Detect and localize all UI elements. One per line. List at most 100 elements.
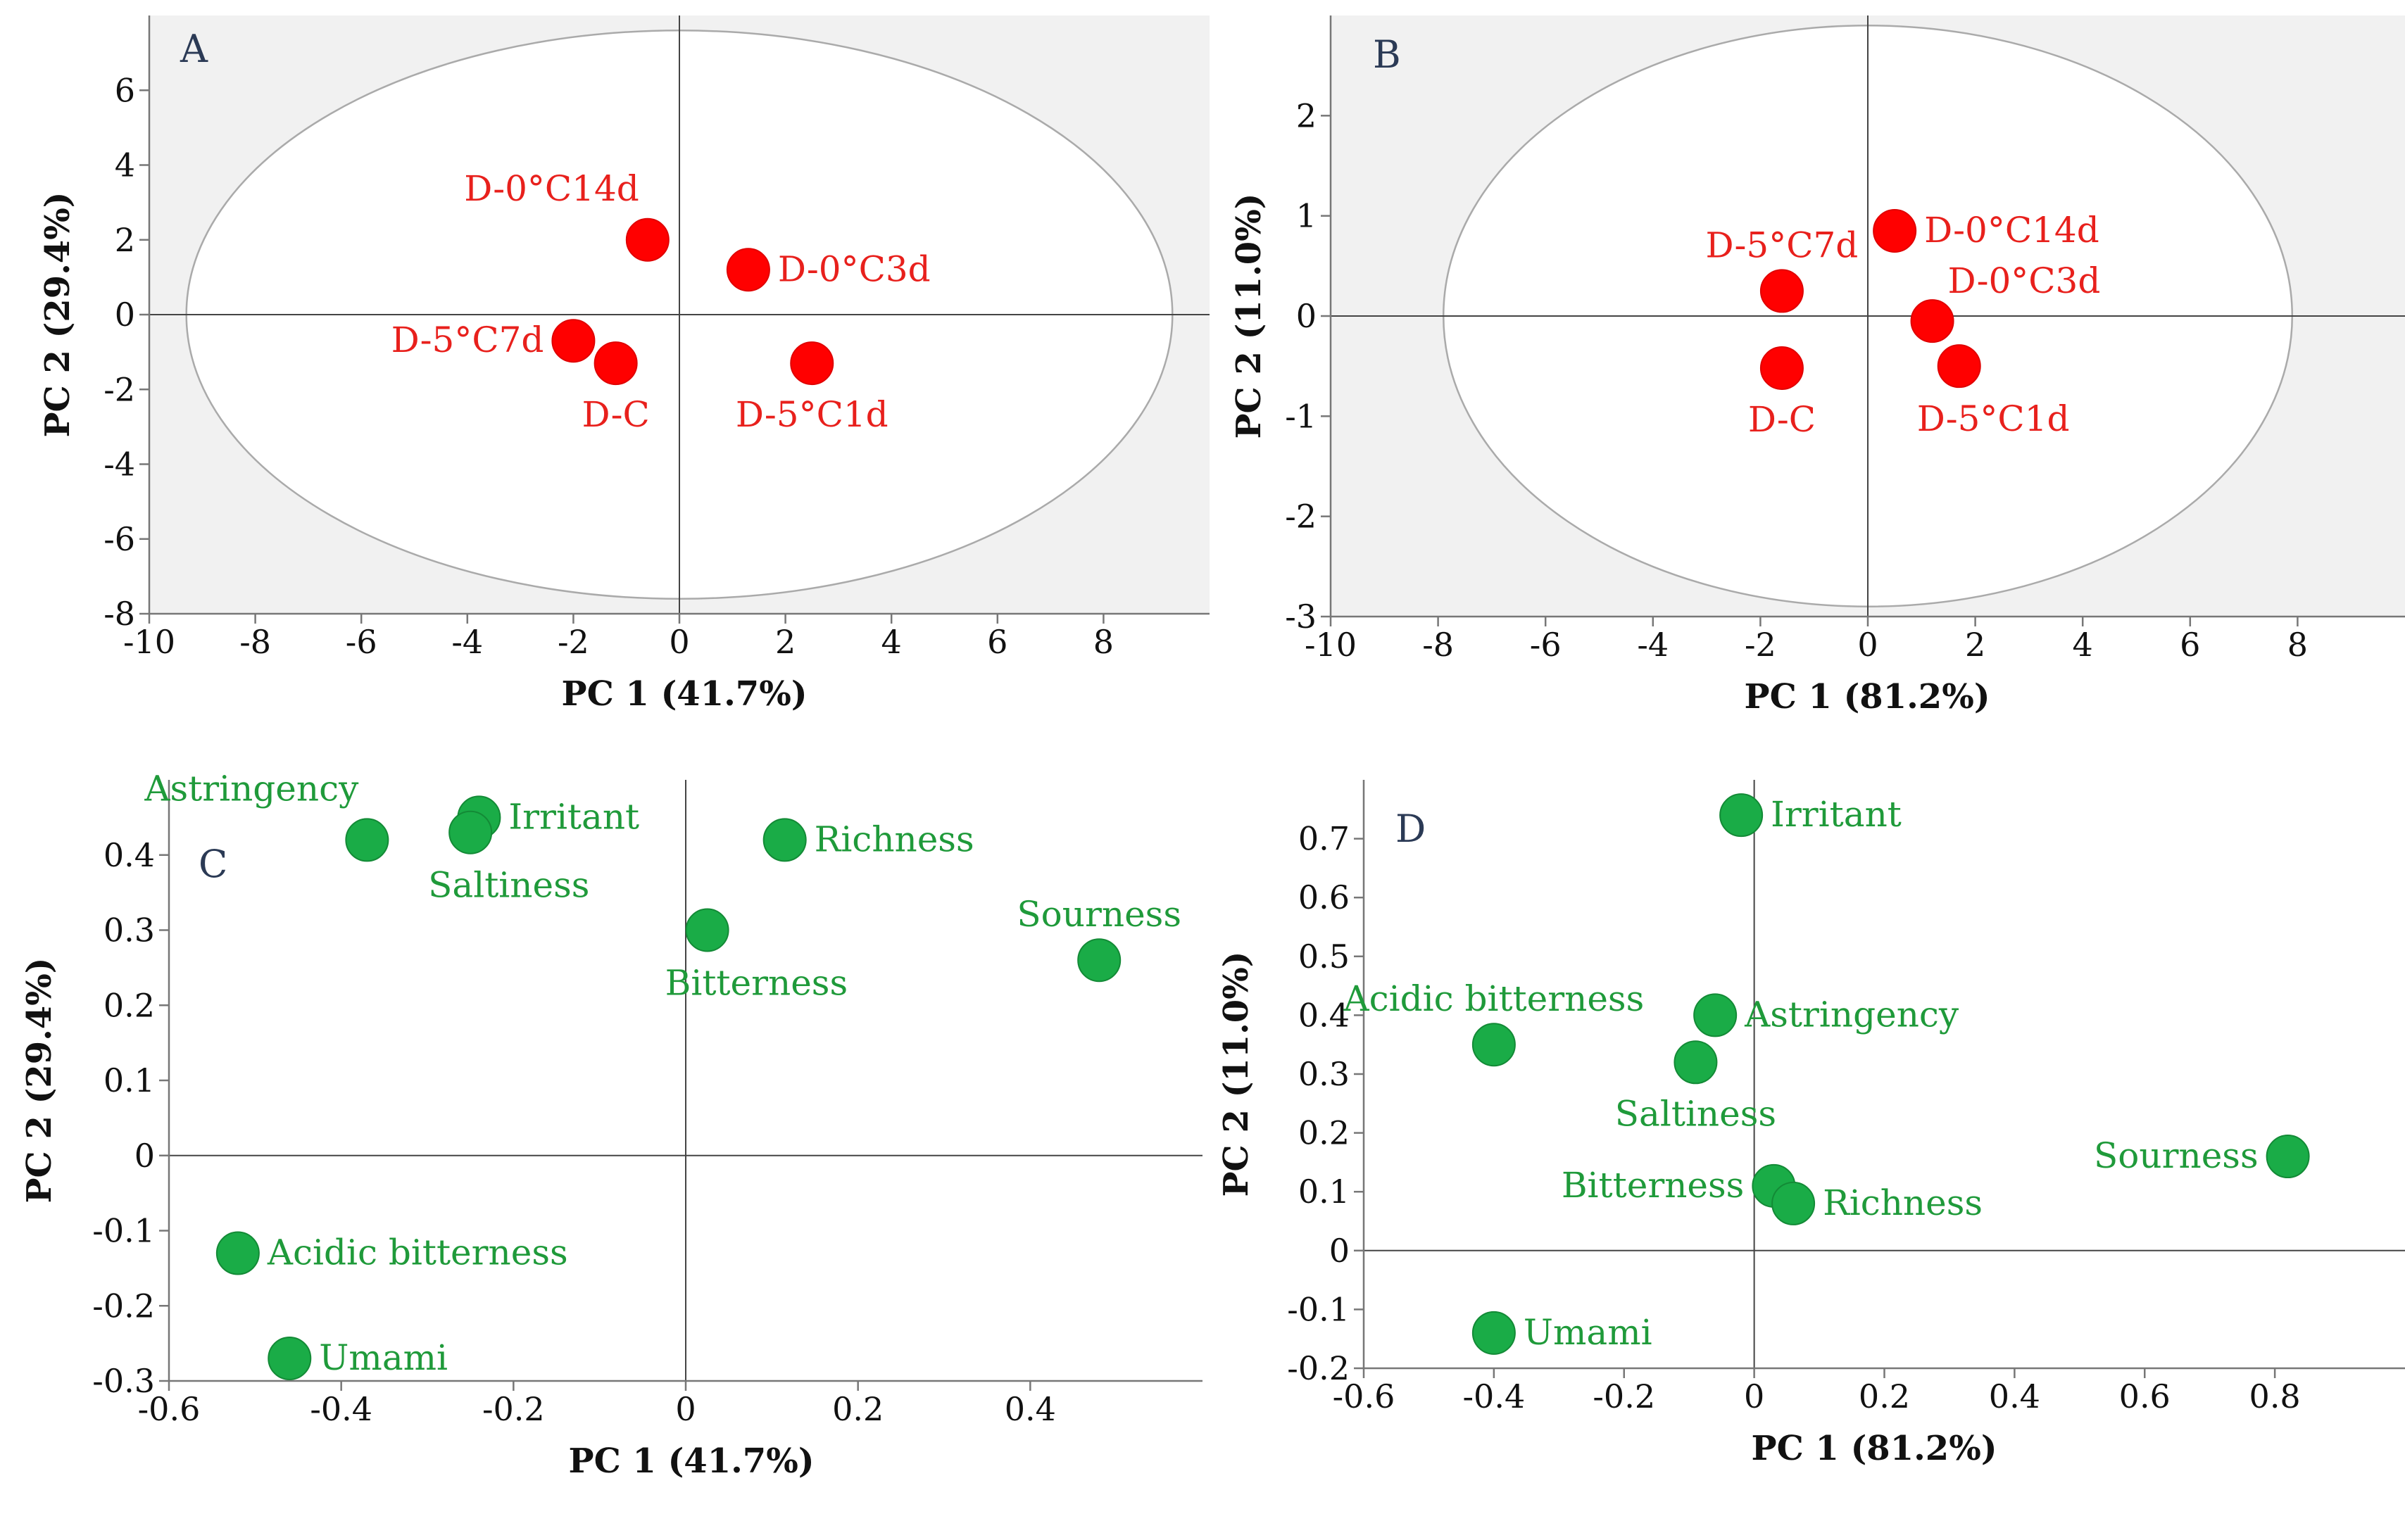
data-point-sourness[interactable] (1077, 938, 1122, 983)
x-tick-label: -8 (1422, 626, 1454, 664)
point-label: D-C (1748, 399, 1816, 440)
data-point-d-0-c3d[interactable] (726, 248, 770, 292)
point-label: Saltiness (1615, 1093, 1776, 1134)
data-point-saltiness[interactable] (1674, 1040, 1718, 1085)
point-label: D-5°C1d (1917, 398, 2070, 439)
y-tick-label: 0.4 (103, 836, 155, 874)
point-label: Umami (319, 1337, 448, 1378)
data-point-astringency[interactable] (345, 818, 389, 862)
x-tick-label: -10 (123, 623, 175, 661)
y-tick-label: 0 (115, 296, 135, 334)
y-tick-label: 6 (115, 71, 135, 109)
x-tick-label: 0.4 (1005, 1390, 1056, 1428)
x-axis-label: PC 1 (81.2%) (1751, 1429, 1997, 1468)
y-axis-label: PC 2 (11.0%) (1229, 193, 1269, 438)
panel-letter: C (199, 842, 227, 886)
y-tick-label: -2 (1285, 498, 1317, 536)
point-label: Sourness (2094, 1135, 2259, 1176)
data-point-d-0-c3d[interactable] (1910, 299, 1954, 343)
data-point-d-0-c14d[interactable] (1873, 209, 1917, 253)
data-point-d-5-c7d[interactable] (551, 319, 596, 363)
point-label: D-C (582, 394, 650, 435)
panel-c: -0.6 -0.4 -0.2 0 0.2 0.4 -0.3 -0.2 -0.1 0 0.1 0.2 0.… (20, 768, 1202, 1481)
data-point-irritant[interactable] (1719, 793, 1764, 838)
y-tick-label: -6 (103, 520, 135, 558)
x-tick-label: 0.6 (2119, 1377, 2171, 1415)
point-label: Acidic bitterness (1343, 978, 1644, 1019)
y-tick-label: -3 (1285, 598, 1317, 636)
x-tick-label: -8 (239, 623, 271, 661)
y-tick-label: 0.4 (1298, 996, 1350, 1034)
point-label: Richness (815, 819, 974, 859)
x-tick-label: -0.6 (138, 1390, 201, 1428)
y-tick-label: -1 (1285, 397, 1317, 435)
point-label: Umami (1524, 1312, 1652, 1353)
data-point-d-0-c14d[interactable] (625, 217, 670, 262)
y-tick-label: 0.5 (1298, 938, 1350, 976)
data-point-d-5-c1d[interactable] (790, 341, 834, 386)
y-tick-label: -4 (103, 446, 135, 484)
data-point-d-c[interactable] (594, 341, 638, 386)
x-axis-label: PC 1 (41.7%) (568, 1441, 814, 1481)
y-tick-label: 0.2 (103, 986, 155, 1024)
x-tick-label: -6 (346, 623, 377, 661)
point-label: D-5°C7d (391, 320, 544, 360)
point-label: Irritant (508, 796, 639, 837)
x-tick-label: 2 (1965, 626, 1985, 664)
y-tick-label: -0.2 (92, 1287, 155, 1325)
y-axis-label: PC 2 (11.0%) (1217, 951, 1256, 1197)
point-label: Saltiness (428, 865, 589, 906)
y-tick-label: 0 (1296, 297, 1317, 335)
data-point-d-5-c7d[interactable] (1759, 269, 1804, 313)
x-tick-label: -0.4 (310, 1390, 372, 1428)
data-point-bitterness[interactable] (685, 908, 729, 952)
x-axis-label: PC 1 (81.2%) (1744, 677, 1990, 717)
point-label: Irritant (1771, 794, 1902, 835)
x-tick-label: 0 (1744, 1377, 1764, 1415)
y-tick-label: 0.3 (1298, 1055, 1350, 1093)
x-tick-label: 0 (1857, 626, 1878, 664)
y-tick-label: 0.2 (1298, 1114, 1350, 1152)
point-label: Bitterness (665, 963, 848, 1004)
y-tick-label: -0.1 (1287, 1290, 1350, 1328)
data-point-richness[interactable] (762, 818, 807, 862)
data-point-d-c[interactable] (1759, 346, 1804, 391)
y-tick-label: 0.6 (1298, 878, 1350, 916)
y-axis-label: PC 2 (29.4%) (20, 957, 59, 1203)
point-label: D-5°C1d (736, 394, 888, 435)
y-tick-label: 1 (1296, 197, 1317, 235)
x-tick-label: -0.6 (1333, 1377, 1395, 1415)
y-tick-label: 0 (1329, 1232, 1350, 1270)
data-point-sourness[interactable] (2266, 1135, 2310, 1179)
data-point-richness[interactable] (1771, 1181, 1816, 1225)
x-tick-label: 0.8 (2249, 1377, 2301, 1415)
y-tick-label: 0.1 (103, 1061, 155, 1099)
y-tick-label: -0.2 (1287, 1349, 1350, 1387)
x-tick-label: 8 (1093, 623, 1114, 661)
data-point-acidic-bitterness[interactable] (215, 1231, 260, 1275)
x-tick-label: 6 (987, 623, 1007, 661)
x-tick-label: 0 (675, 1390, 696, 1428)
data-point-umami[interactable] (1471, 1311, 1516, 1355)
x-tick-label: -2 (558, 623, 589, 661)
data-point-astringency[interactable] (1693, 993, 1738, 1037)
y-tick-label: 0.7 (1298, 820, 1350, 858)
x-tick-label: -0.2 (482, 1390, 545, 1428)
y-tick-label: -2 (103, 370, 135, 408)
y-tick-label: 2 (115, 221, 135, 259)
x-tick-label: 0.2 (1859, 1377, 1910, 1415)
y-tick-label: 0 (134, 1137, 155, 1175)
data-point-saltiness[interactable] (448, 810, 493, 854)
point-label: Astringency (1744, 994, 1959, 1035)
panel-d: -0.6 -0.4 -0.2 0 0.2 0.4 0.6 0.8 -0.2 -0.1 0 0.1 0.2… (1217, 780, 2405, 1468)
point-label: D-0°C14d (1924, 210, 2099, 251)
data-point-umami[interactable] (268, 1336, 312, 1380)
point-label: Astringency (144, 768, 359, 809)
y-tick-label: 0.3 (103, 911, 155, 949)
data-point-d-5-c1d[interactable] (1937, 344, 1981, 389)
point-label: Bitterness (1562, 1165, 1745, 1206)
data-point-acidic-bitterness[interactable] (1471, 1023, 1516, 1067)
y-tick-label: 4 (115, 146, 135, 184)
